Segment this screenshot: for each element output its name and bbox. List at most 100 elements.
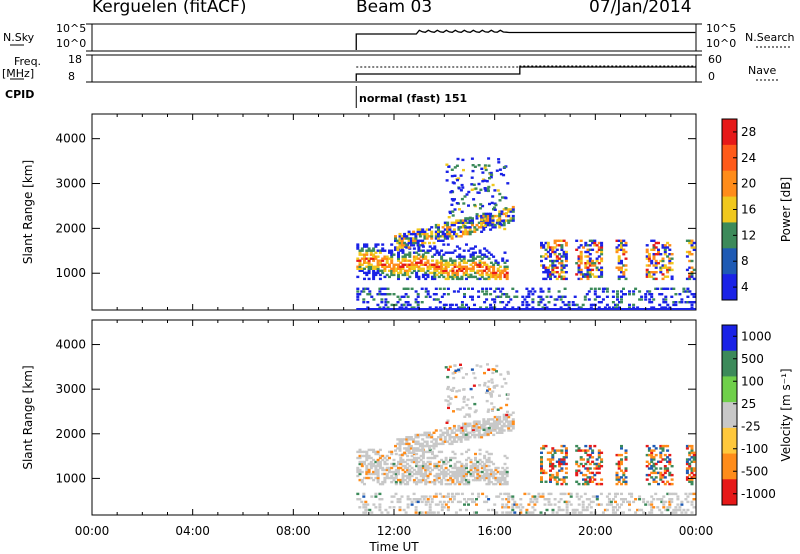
velocity-cell bbox=[527, 492, 531, 496]
velocity-cell bbox=[378, 508, 382, 512]
power-cell bbox=[617, 262, 621, 265]
velocity-cell bbox=[409, 444, 413, 448]
power-cell bbox=[654, 271, 658, 274]
velocity-cell bbox=[390, 470, 394, 474]
velocity-cell bbox=[519, 511, 523, 514]
power-cell bbox=[467, 306, 470, 309]
velocity-cell bbox=[452, 431, 456, 434]
velocity-cell bbox=[558, 460, 562, 463]
velocity-cell bbox=[396, 438, 400, 441]
velocity-cell bbox=[654, 447, 658, 450]
velocity-cell bbox=[365, 472, 369, 476]
velocity-cell bbox=[685, 447, 689, 450]
colorbar-swatch bbox=[722, 248, 737, 275]
power-cell bbox=[527, 303, 531, 307]
velocity-cell bbox=[412, 478, 416, 482]
velocity-cell bbox=[489, 395, 493, 398]
velocity-cell bbox=[410, 460, 414, 464]
power-cell bbox=[412, 263, 416, 266]
power-cell bbox=[401, 267, 405, 270]
power-cell bbox=[551, 271, 555, 274]
power-cell bbox=[672, 287, 676, 290]
velocity-cell bbox=[615, 462, 619, 466]
power-cell bbox=[446, 287, 450, 290]
velocity-cell bbox=[403, 470, 407, 474]
velocity-cell bbox=[477, 492, 481, 496]
velocity-cell bbox=[540, 451, 543, 454]
velocity-cell bbox=[439, 433, 443, 437]
power-cell bbox=[597, 248, 601, 251]
velocity-cell bbox=[597, 456, 601, 459]
power-cell bbox=[487, 157, 491, 160]
power-cell bbox=[398, 298, 402, 301]
power-cell bbox=[416, 244, 420, 247]
velocity-cell bbox=[483, 454, 487, 458]
power-cell bbox=[451, 271, 455, 275]
power-cell bbox=[600, 241, 604, 245]
velocity-cell bbox=[451, 450, 455, 454]
power-cell bbox=[434, 306, 438, 309]
freq-tick-bottom: 8 bbox=[68, 70, 75, 83]
power-cell bbox=[487, 164, 491, 167]
power-cell bbox=[453, 275, 457, 279]
velocity-cell bbox=[650, 465, 654, 468]
power-cell bbox=[632, 306, 636, 309]
nsearch-label: N.Search bbox=[745, 31, 795, 44]
power-cell bbox=[440, 269, 444, 272]
velocity-cell bbox=[444, 472, 448, 476]
power-cell bbox=[463, 306, 466, 309]
velocity-cell bbox=[676, 508, 680, 512]
power-cell bbox=[394, 263, 398, 266]
velocity-cell bbox=[502, 377, 506, 381]
power-cell bbox=[406, 295, 410, 298]
velocity-cell bbox=[388, 468, 391, 472]
velocity-cell bbox=[685, 460, 689, 463]
velocity-cell bbox=[462, 466, 466, 470]
power-cell bbox=[486, 219, 490, 222]
power-cell bbox=[378, 263, 382, 266]
power-cell bbox=[478, 265, 482, 268]
power-cell bbox=[369, 267, 373, 270]
velocity-cell bbox=[476, 464, 480, 468]
velocity-cell bbox=[478, 478, 482, 482]
power-cell bbox=[593, 293, 597, 296]
power-cell bbox=[386, 287, 390, 290]
power-cell bbox=[648, 298, 652, 301]
velocity-cell bbox=[465, 478, 468, 482]
velocity-cell bbox=[358, 478, 362, 482]
velocity-cell bbox=[406, 476, 410, 480]
freq-panel-frame bbox=[91, 54, 697, 83]
velocity-cell bbox=[381, 454, 385, 458]
velocity-cell bbox=[456, 408, 460, 411]
velocity-cell bbox=[474, 462, 477, 466]
velocity-cell bbox=[450, 429, 454, 432]
power-cell bbox=[358, 249, 362, 252]
power-cell bbox=[470, 183, 474, 186]
power-cell bbox=[680, 298, 684, 301]
power-cell bbox=[398, 237, 402, 240]
velocity-cell bbox=[428, 508, 432, 512]
power-cell bbox=[380, 301, 384, 304]
power-cell bbox=[658, 293, 662, 296]
colorbar-swatch bbox=[722, 427, 737, 455]
power-cell bbox=[489, 228, 493, 231]
velocity-cell bbox=[462, 432, 465, 435]
velocity-cell bbox=[480, 476, 484, 480]
power-cell bbox=[487, 273, 491, 277]
power-cell bbox=[428, 306, 432, 309]
velocity-cell bbox=[569, 495, 573, 498]
velocity-cell bbox=[487, 452, 491, 456]
power-cell bbox=[511, 287, 515, 290]
power-cell bbox=[392, 271, 396, 275]
velocity-cell bbox=[564, 476, 568, 479]
velocity-cell bbox=[615, 453, 619, 457]
power-cell bbox=[586, 248, 590, 251]
power-cell bbox=[491, 298, 495, 301]
power-cell bbox=[394, 269, 398, 272]
velocity-cell bbox=[551, 447, 555, 450]
velocity-cell bbox=[511, 506, 515, 509]
power-cell bbox=[659, 271, 663, 274]
velocity-cell bbox=[388, 450, 391, 454]
power-cell bbox=[426, 251, 430, 254]
velocity-cell bbox=[493, 426, 496, 430]
